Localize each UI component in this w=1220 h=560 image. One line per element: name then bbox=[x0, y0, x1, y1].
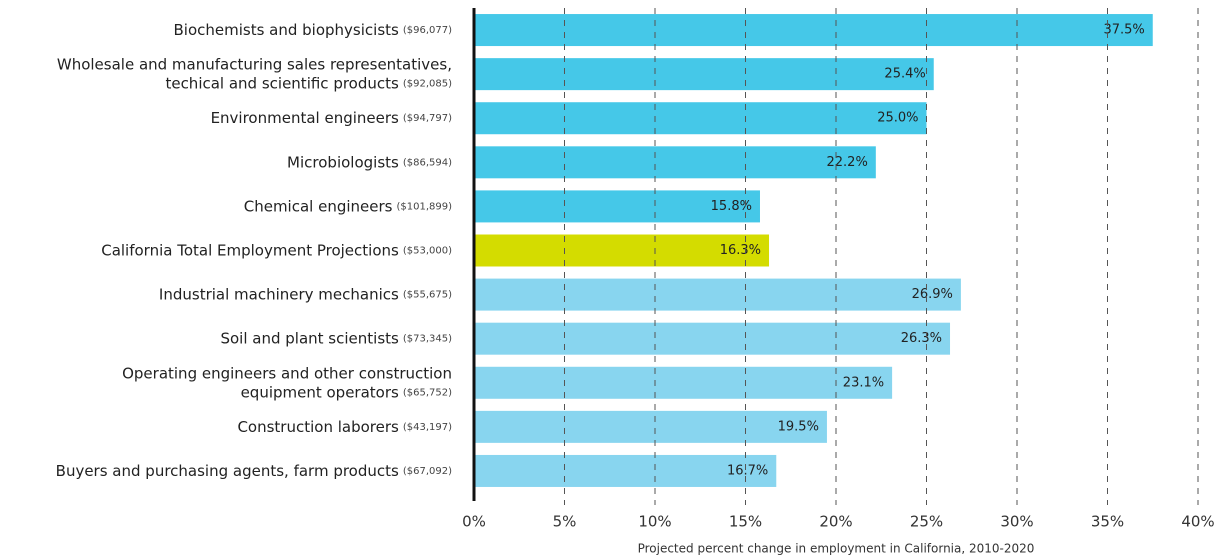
bar bbox=[474, 454, 777, 487]
value-label: 22.2% bbox=[827, 155, 868, 170]
value-label: 26.9% bbox=[912, 287, 953, 302]
category-label: Construction laborers ($43,197) bbox=[237, 417, 452, 435]
category-text: California Total Employment Projections bbox=[101, 241, 399, 259]
value-label: 25.4% bbox=[884, 67, 925, 82]
category-label: Industrial machinery mechanics ($55,675) bbox=[159, 285, 452, 303]
category-label: Wholesale and manufacturing sales repres… bbox=[57, 55, 452, 73]
value-label: 16.3% bbox=[720, 243, 761, 258]
value-label: 19.5% bbox=[778, 419, 819, 434]
bar bbox=[474, 146, 876, 179]
category-text: Buyers and purchasing agents, farm produ… bbox=[56, 461, 399, 479]
category-text: Chemical engineers bbox=[244, 197, 393, 215]
salary: ($43,197) bbox=[403, 422, 452, 433]
category-label: techical and scientific products ($92,085… bbox=[165, 74, 452, 92]
category-text: Operating engineers and other constructi… bbox=[122, 364, 452, 382]
bar bbox=[474, 14, 1153, 47]
salary: ($101,899) bbox=[396, 201, 452, 212]
salary: ($65,752) bbox=[403, 387, 452, 398]
bar bbox=[474, 278, 961, 311]
value-label: 37.5% bbox=[1103, 23, 1144, 38]
x-tick-label: 30% bbox=[1000, 513, 1033, 531]
x-tick-label: 20% bbox=[819, 513, 852, 531]
category-text: techical and scientific products bbox=[165, 74, 399, 92]
salary: ($55,675) bbox=[403, 290, 452, 301]
x-axis-label: Projected percent change in employment i… bbox=[638, 542, 1035, 556]
category-label: California Total Employment Projections (… bbox=[101, 241, 452, 259]
bar bbox=[474, 322, 951, 355]
salary: ($53,000) bbox=[403, 246, 452, 257]
category-label: Microbiologists ($86,594) bbox=[287, 153, 452, 171]
category-label: Operating engineers and other constructi… bbox=[122, 364, 452, 382]
salary: ($94,797) bbox=[403, 113, 452, 124]
value-label: 15.8% bbox=[711, 199, 752, 214]
bar bbox=[474, 102, 927, 135]
salary: ($92,085) bbox=[403, 79, 452, 90]
bar bbox=[474, 190, 760, 223]
category-text: Microbiologists bbox=[287, 153, 399, 171]
x-tick-label: 5% bbox=[553, 513, 577, 531]
category-text: Soil and plant scientists bbox=[220, 329, 399, 347]
category-text: Industrial machinery mechanics bbox=[159, 285, 399, 303]
category-text: Wholesale and manufacturing sales repres… bbox=[57, 55, 452, 73]
category-label: Chemical engineers ($101,899) bbox=[244, 197, 452, 215]
category-label: Biochemists and biophysicists ($96,077) bbox=[173, 21, 452, 39]
value-label: 23.1% bbox=[843, 375, 884, 390]
x-tick-label: 15% bbox=[729, 513, 762, 531]
category-text: equipment operators bbox=[241, 383, 399, 401]
bar bbox=[474, 366, 893, 399]
salary: ($86,594) bbox=[403, 157, 452, 168]
salary: ($67,092) bbox=[403, 466, 452, 477]
x-tick-label: 10% bbox=[638, 513, 671, 531]
value-label: 16.7% bbox=[727, 463, 768, 478]
x-tick-label: 40% bbox=[1181, 513, 1214, 531]
salary: ($96,077) bbox=[403, 25, 452, 36]
bar bbox=[474, 234, 770, 267]
category-label: equipment operators ($65,752) bbox=[241, 383, 453, 401]
bar bbox=[474, 410, 827, 443]
x-tick-label: 25% bbox=[910, 513, 943, 531]
category-label: Environmental engineers ($94,797) bbox=[211, 109, 453, 127]
x-tick-label: 35% bbox=[1091, 513, 1124, 531]
salary: ($73,345) bbox=[403, 334, 452, 345]
value-label: 25.0% bbox=[877, 111, 918, 126]
category-label: Buyers and purchasing agents, farm produ… bbox=[56, 461, 452, 479]
x-tick-label: 0% bbox=[462, 513, 486, 531]
category-label: Soil and plant scientists ($73,345) bbox=[220, 329, 452, 347]
category-text: Environmental engineers bbox=[211, 109, 399, 127]
bar bbox=[474, 58, 934, 91]
category-text: Biochemists and biophysicists bbox=[173, 21, 399, 39]
category-text: Construction laborers bbox=[237, 417, 399, 435]
value-label: 26.3% bbox=[901, 331, 942, 346]
